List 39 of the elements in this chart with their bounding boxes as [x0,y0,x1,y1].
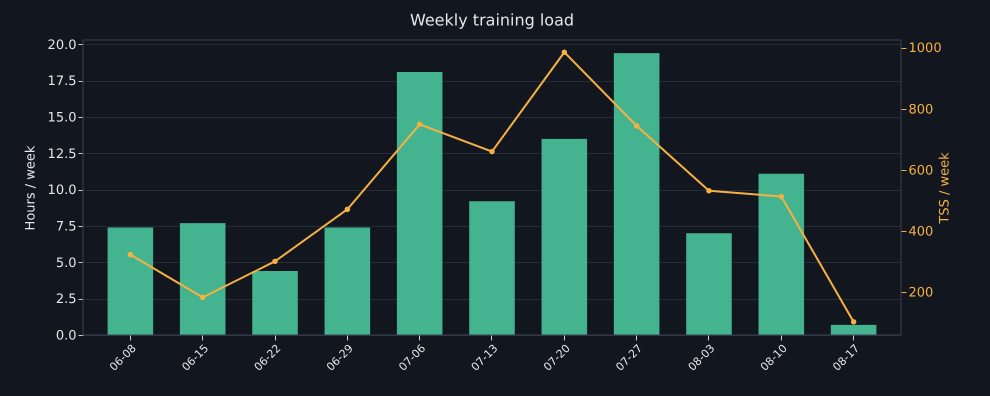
point [272,258,278,264]
y-axis-title: Hours / week [24,145,39,230]
point [778,194,784,200]
bar [686,233,732,335]
y-tick-label: 2.5 [56,292,76,308]
y-tick-label: 0.0 [56,328,76,344]
point [344,206,350,212]
point [128,252,134,258]
point [562,49,568,55]
y2-tick-label: 1000 [908,41,942,56]
y-tick-label: 7.5 [56,220,76,235]
bar [830,324,876,335]
y2-tick-label: 200 [908,286,934,301]
y-tick-label: 15.0 [48,110,76,126]
point [706,188,712,194]
point [489,148,495,154]
bar [108,227,154,335]
y2-tick-label: 800 [908,102,934,118]
bar [469,201,515,335]
bar [758,174,804,335]
point [416,122,422,128]
y2-tick-label: 600 [908,163,934,178]
bar [614,53,660,335]
bar [180,223,226,335]
bar [396,72,442,335]
y-tick-label: 20.0 [48,38,76,53]
y-tick-label: 5.0 [56,256,76,271]
bar [542,138,588,335]
bar [324,227,370,335]
y-tick-label: 10.0 [48,183,76,198]
point [634,123,640,129]
chart-title: Weekly training load [410,10,574,30]
bar [252,271,298,335]
point [850,319,856,325]
y-tick-label: 17.5 [48,74,76,90]
y2-axis-title: TSS / week [938,152,953,225]
y2-tick-label: 400 [908,224,934,240]
y-tick-label: 12.5 [48,146,76,162]
point [200,294,206,300]
